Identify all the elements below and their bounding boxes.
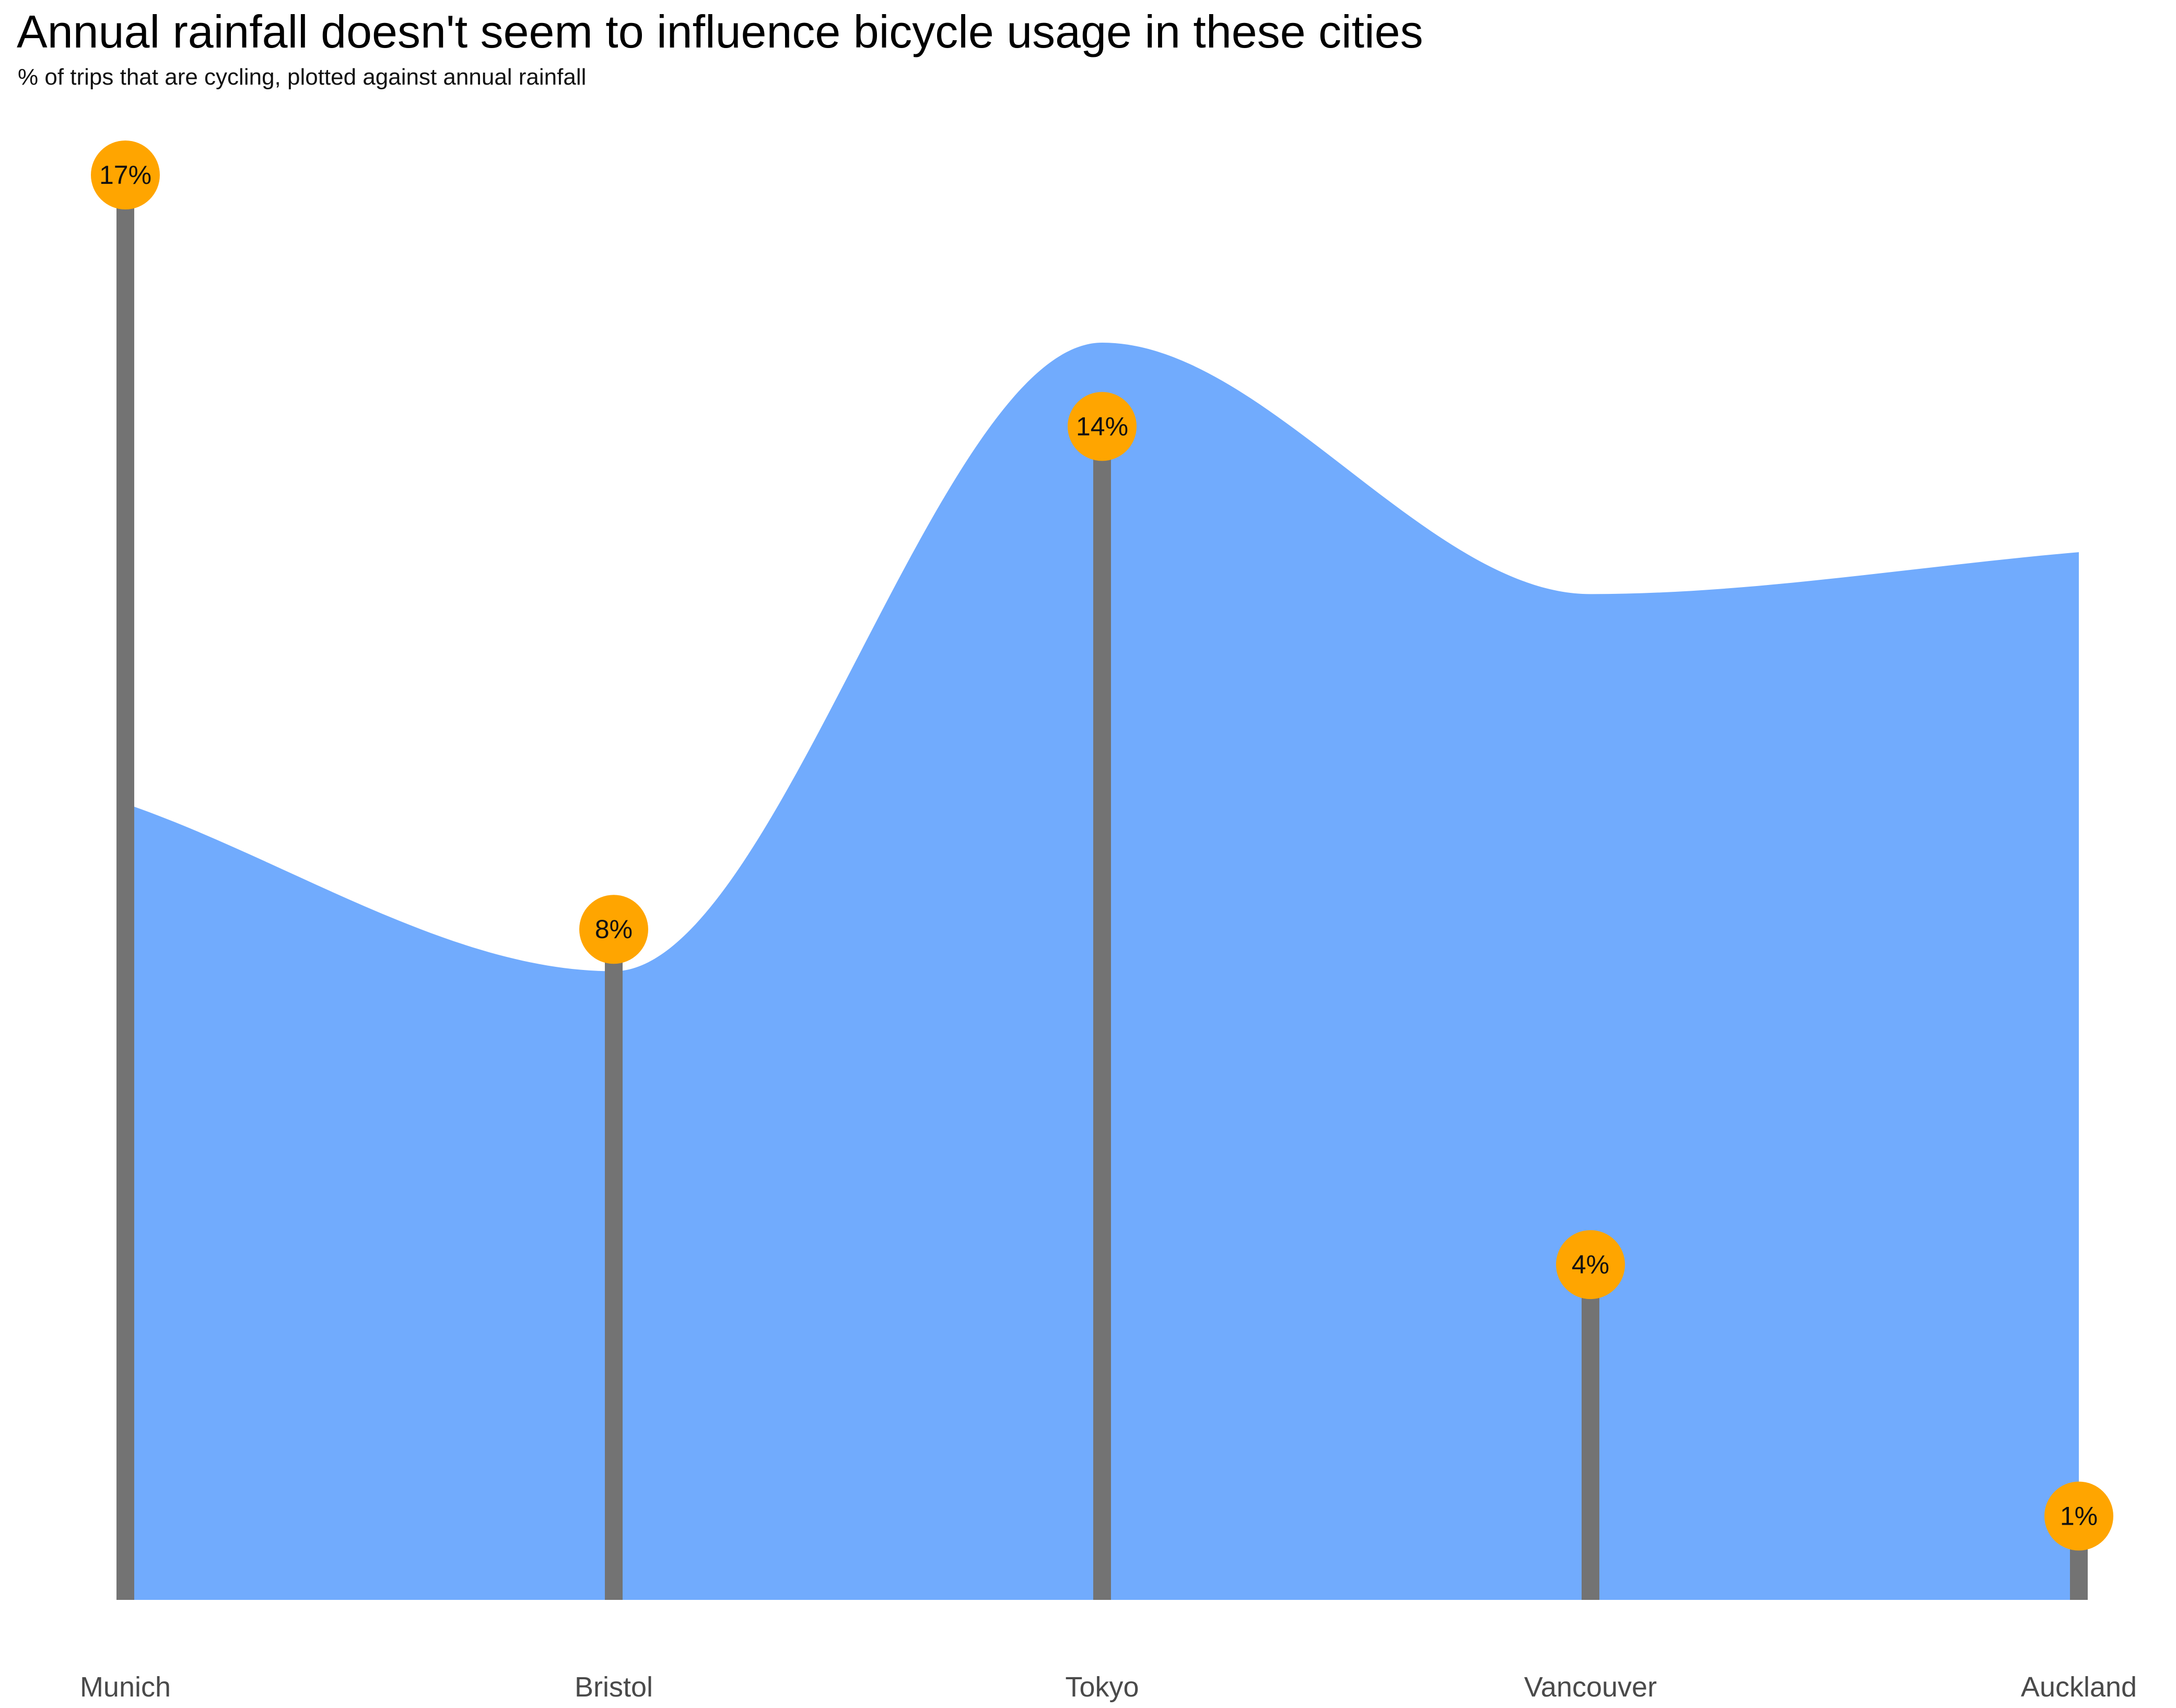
value-label-munich: 17% [99,160,151,190]
tick-label-auckland: Auckland [2021,1671,2137,1703]
lollipop-markers: 17% 8% 14% 4% 1% [91,141,2113,1551]
marker-tokyo [1068,392,1137,461]
chart-subtitle: % of trips that are cycling, plotted aga… [18,64,587,90]
tick-label-tokyo: Tokyo [1065,1671,1139,1703]
tick-label-bristol: Bristol [575,1671,653,1703]
x-axis-tick-labels: Munich Bristol Tokyo Vancouver Auckland [80,1671,2137,1703]
lollipop-stems [116,175,2088,1600]
tick-label-munich: Munich [80,1671,171,1703]
chart-title: Annual rainfall doesn't seem to influenc… [17,6,1423,57]
value-label-tokyo: 14% [1076,412,1128,441]
marker-vancouver [1556,1230,1625,1300]
value-label-vancouver: 4% [1572,1250,1609,1279]
value-label-bristol: 8% [595,915,633,944]
tick-label-vancouver: Vancouver [1524,1671,1657,1703]
marker-auckland [2044,1481,2113,1551]
value-label-auckland: 1% [2060,1502,2098,1531]
marker-munich [91,141,160,209]
marker-bristol [579,895,648,964]
